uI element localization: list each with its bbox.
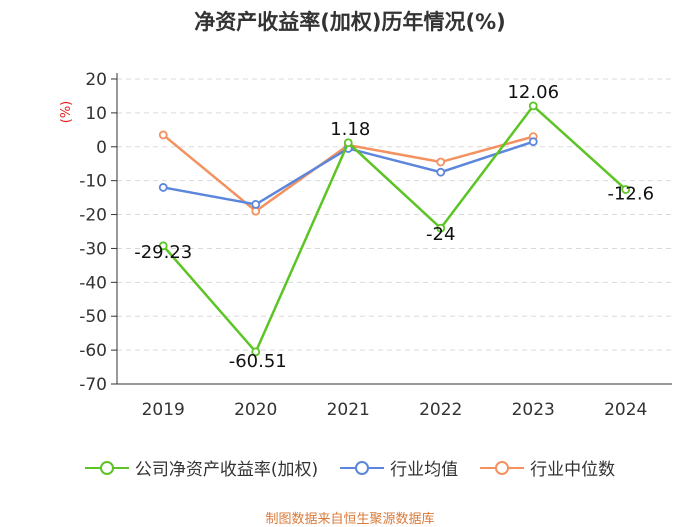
x-axis: 2019 2020 2021 2022 2023 2024 <box>142 400 648 420</box>
x-tick-label: 2023 <box>512 400 555 420</box>
legend-marker-icon <box>84 460 129 475</box>
data-label: -12.6 <box>607 183 654 204</box>
x-tick-label: 2019 <box>142 400 185 420</box>
legend-label: 行业均值 <box>390 460 459 480</box>
y-tick-label: -60 <box>79 341 107 361</box>
y-tick-label: 20 <box>85 70 107 90</box>
data-label: -29.23 <box>134 242 192 263</box>
data-label: 1.18 <box>330 119 370 140</box>
x-tick-label: 2024 <box>604 400 647 420</box>
legend-label: 行业中位数 <box>530 460 616 480</box>
legend-item[interactable]: 公司净资产收益率(加权) <box>84 455 319 480</box>
data-point <box>436 223 446 233</box>
y-tick-label: 10 <box>85 104 107 124</box>
y-tick-label: -70 <box>79 375 107 395</box>
data-point <box>158 183 168 192</box>
x-tick-label: 2020 <box>234 400 277 420</box>
legend-marker-icon <box>480 460 525 475</box>
y-tick-label: -30 <box>79 239 107 259</box>
data-point <box>528 101 538 111</box>
data-point <box>436 167 446 177</box>
data-label: 12.06 <box>507 82 559 103</box>
y-tick-label: 0 <box>96 138 107 158</box>
legend-item[interactable]: 行业中位数 <box>480 455 615 480</box>
legend-item[interactable]: 行业均值 <box>340 455 458 480</box>
chart-title: 净资产收益率(加权)历年情况(%) <box>194 10 506 34</box>
y-tick-label: -10 <box>79 172 107 192</box>
legend-marker-icon <box>340 460 385 475</box>
legend: 公司净资产收益率(加权) 行业均值 行业中位数 <box>0 455 700 480</box>
legend-label: 公司净资产收益率(加权) <box>134 460 319 480</box>
data-labels: -29.23 -60.51 1.18 -24 12.06 -12.6 <box>134 82 654 372</box>
x-tick-label: 2021 <box>327 400 370 420</box>
y-tick-label: -40 <box>79 273 107 293</box>
y-axis-unit: (%) <box>59 101 74 124</box>
data-point <box>158 130 168 140</box>
data-point <box>251 199 261 209</box>
x-tick-label: 2022 <box>419 400 462 420</box>
data-label: -24 <box>426 224 455 245</box>
data-point <box>528 137 538 147</box>
data-point <box>621 185 631 194</box>
data-label: -60.51 <box>229 351 287 372</box>
y-axis: 20 10 0 -10 -20 -30 -40 -50 -60 -70 <box>79 70 118 395</box>
series-layer <box>158 101 631 357</box>
y-tick-label: -50 <box>79 307 107 327</box>
series-line <box>162 104 627 355</box>
data-point <box>251 347 261 357</box>
data-point <box>436 157 446 167</box>
data-point <box>158 241 168 251</box>
source-note: 制图数据来自恒生聚源数据库 <box>265 512 435 527</box>
data-point <box>343 138 353 148</box>
grid-lines <box>117 78 672 351</box>
y-tick-label: -20 <box>79 206 107 226</box>
